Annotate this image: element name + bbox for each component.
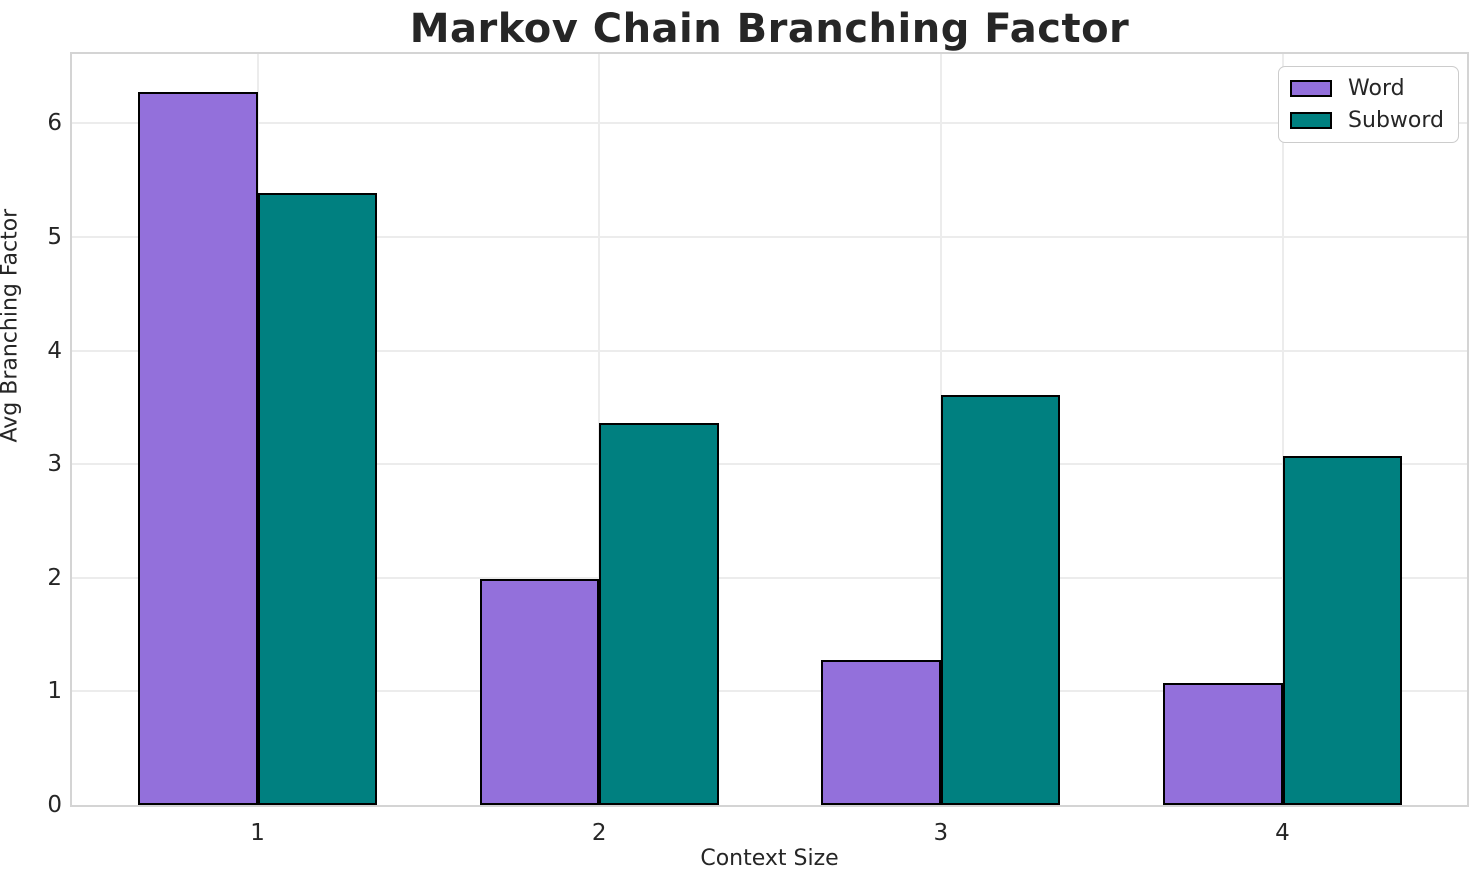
y-tick-label: 1: [47, 678, 62, 705]
x-axis-label: Context Size: [700, 846, 839, 871]
x-tick-label: 3: [933, 820, 949, 846]
subword-swatch-icon: [1290, 112, 1333, 129]
y-tick-label: 0: [47, 792, 62, 818]
bar-word-3: [821, 659, 941, 805]
legend-label-subword: Subword: [1348, 108, 1444, 133]
x-tick-label: 4: [1275, 820, 1290, 846]
legend-item-word: Word: [1290, 76, 1444, 101]
y-axis-label: Avg Branching Factor: [0, 208, 23, 443]
bar-subword-4: [1282, 456, 1403, 805]
gridline-horizontal: [72, 235, 1467, 238]
y-tick-label: 6: [47, 110, 62, 137]
gridline-horizontal: [72, 576, 1467, 579]
chart-title: Markov Chain Branching Factor: [409, 6, 1130, 52]
x-tick-label: 2: [591, 820, 607, 846]
x-tick-label: 1: [250, 820, 265, 846]
gridline-horizontal: [72, 463, 1467, 466]
bar-subword-2: [599, 423, 719, 805]
y-tick-label: 4: [47, 337, 62, 364]
word-swatch-icon: [1290, 80, 1333, 97]
plot-area: Word Subword: [70, 52, 1469, 807]
y-tick-label: 3: [47, 451, 62, 478]
bar-subword-3: [940, 394, 1061, 805]
legend-item-subword: Subword: [1290, 108, 1444, 133]
legend: Word Subword: [1278, 66, 1459, 143]
legend-label-word: Word: [1348, 76, 1405, 101]
gridline-horizontal: [72, 122, 1467, 125]
gridline-horizontal: [72, 349, 1467, 352]
y-tick-label: 5: [47, 223, 62, 250]
bar-word-1: [137, 91, 258, 805]
bar-word-4: [1162, 683, 1283, 805]
bar-word-2: [479, 578, 600, 805]
gridline-horizontal: [72, 690, 1467, 693]
y-tick-label: 2: [47, 564, 62, 591]
bar-subword-1: [257, 192, 378, 805]
gridline-vertical: [1281, 54, 1284, 805]
